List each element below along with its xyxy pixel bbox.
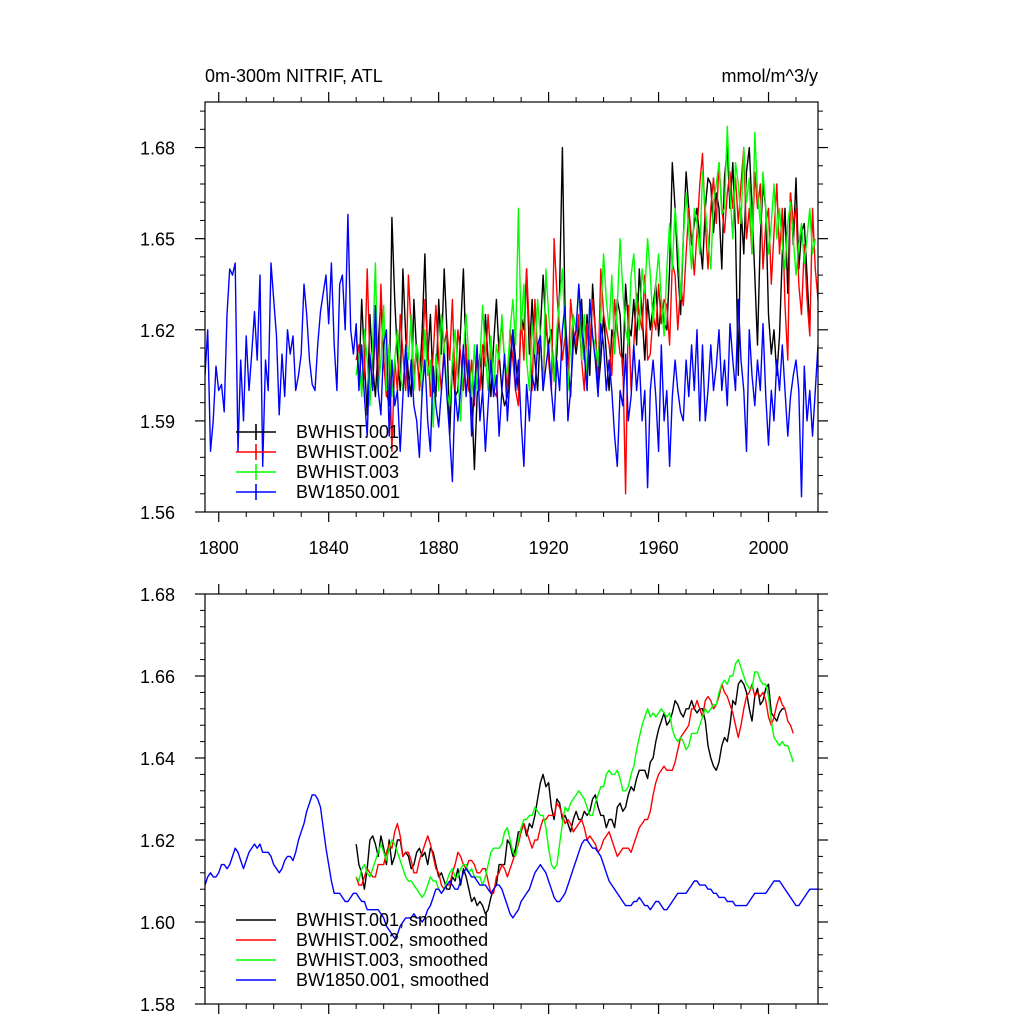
series-line-bwhist-003 — [355, 125, 816, 428]
bottom-series-lines — [205, 658, 818, 940]
y-tick-label: 1.65 — [140, 230, 175, 250]
y-tick-label: 1.66 — [140, 667, 175, 687]
y-tick-label: 1.56 — [140, 503, 175, 523]
legend-label: BWHIST.002, smoothed — [296, 930, 488, 950]
y-tick-label: 1.62 — [140, 831, 175, 851]
units-label: mmol/m^3/y — [722, 66, 818, 86]
x-tick-label: 1920 — [529, 538, 569, 558]
top-plot-frame — [204, 101, 819, 513]
x-tick-label: 1880 — [419, 538, 459, 558]
series-line-bw1850-001 — [205, 213, 818, 498]
bottom-plot-frame — [204, 593, 819, 1005]
y-tick-label: 1.68 — [140, 139, 175, 159]
y-tick-label: 1.68 — [140, 585, 175, 605]
top-series-lines — [205, 125, 818, 498]
bottom-panel: 1.58 1.60 1.62 1.64 1.66 1.68 BWHIST.001, smo… — [140, 584, 828, 1015]
legend-label: BWHIST.002 — [296, 442, 399, 462]
series-line-bwhist-003-smoothed — [355, 658, 794, 899]
y-tick-label: 1.59 — [140, 412, 175, 432]
x-tick-label: 1800 — [199, 538, 239, 558]
top-panel: 0m-300m NITRIF, ATL mmol/m^3/y 1800 1840 1… — [140, 66, 828, 558]
chart-title: 0m-300m NITRIF, ATL — [205, 66, 383, 86]
y-tick-label: 1.62 — [140, 321, 175, 341]
top-axis-ticks: 1800 1840 1880 1920 1960 2000 1.56 1.59 1.62 1.65… — [140, 92, 828, 558]
y-tick-label: 1.64 — [140, 749, 175, 769]
y-tick-label: 1.58 — [140, 995, 175, 1015]
series-line-bwhist-001-smoothed — [355, 679, 785, 915]
series-line-bwhist-002-smoothed — [355, 683, 794, 894]
y-tick-label: 1.60 — [140, 913, 175, 933]
legend-label: BW1850.001, smoothed — [296, 970, 489, 990]
x-tick-label: 1840 — [309, 538, 349, 558]
legend-label: BW1850.001 — [296, 482, 400, 502]
legend-label: BWHIST.003, smoothed — [296, 950, 488, 970]
legend-label: BWHIST.003 — [296, 462, 399, 482]
x-tick-label: 1960 — [639, 538, 679, 558]
legend-label: BWHIST.001, smoothed — [296, 910, 488, 930]
legend-label: BWHIST.001 — [296, 422, 399, 442]
series-line-bw1850-001-smoothed — [205, 794, 818, 940]
bottom-axis-ticks: 1.58 1.60 1.62 1.64 1.66 1.68 — [140, 584, 828, 1015]
x-tick-label: 2000 — [748, 538, 788, 558]
